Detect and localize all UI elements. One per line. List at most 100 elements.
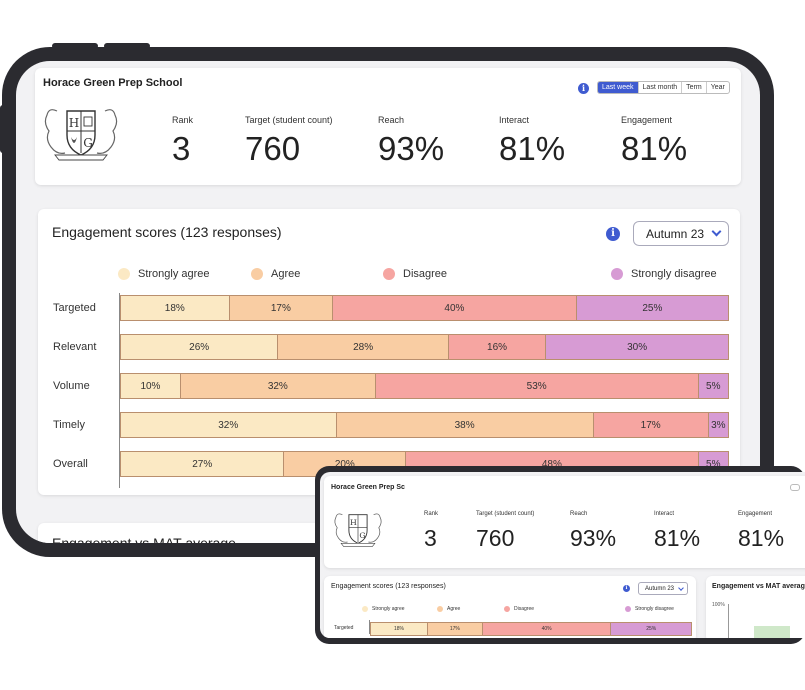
- engagement-info-icon[interactable]: i: [606, 227, 620, 241]
- tablet-top-button-1: [52, 43, 98, 49]
- kpi-label-rank: Rank: [424, 511, 439, 517]
- legend-dot-icon: [383, 268, 395, 280]
- legend-strongly-agree[interactable]: Strongly agree: [362, 606, 405, 612]
- bar-row-targeted: 18% 17% 40% 25%: [120, 295, 729, 321]
- legend-agree[interactable]: Agree: [251, 268, 300, 280]
- laptop-engagement-info-icon[interactable]: i: [623, 585, 630, 592]
- period-filter: Last week Last month Term Year: [597, 81, 730, 94]
- bar-segment-strongly-agree[interactable]: 26%: [120, 334, 279, 360]
- chart-axis-line: [369, 620, 370, 634]
- laptop-summary-card: Horace Green Prep Sc H G Rank 3 Target (st…: [324, 476, 805, 568]
- legend-label: Strongly disagree: [631, 268, 717, 280]
- row-label-timely: Timely: [53, 419, 85, 431]
- tablet-top-button-2: [104, 43, 150, 49]
- laptop-crest-initial-right: G: [359, 531, 365, 540]
- kpi-value-rank: 3: [172, 130, 191, 167]
- bar-segment-strongly-disagree[interactable]: 5%: [698, 373, 729, 399]
- school-name: Horace Green Prep School: [43, 77, 183, 89]
- legend-label: Agree: [447, 606, 461, 612]
- legend-disagree[interactable]: Disagree: [504, 606, 534, 612]
- laptop-term-dropdown[interactable]: Autumn 23: [638, 582, 688, 595]
- school-crest-logo: H G: [44, 109, 118, 161]
- bar-segment-strongly-agree[interactable]: 18%: [370, 622, 428, 636]
- legend-label: Strongly disagree: [635, 606, 674, 612]
- laptop-school-name: Horace Green Prep Sc: [331, 484, 405, 491]
- laptop-crest-initial-left: H: [350, 518, 357, 527]
- legend-dot-icon: [362, 606, 368, 612]
- laptop-screen: Horace Green Prep Sc H G Rank 3 Target (st…: [320, 472, 805, 638]
- mat-comparison-title: Engagement vs MAT average: [52, 535, 236, 543]
- crest-initial-left: H: [69, 116, 79, 130]
- legend-dot-icon: [251, 268, 263, 280]
- engagement-title: Engagement scores (123 responses): [52, 224, 282, 240]
- bar-row-relevant: 26% 28% 16% 30%: [120, 334, 729, 360]
- crest-initial-right: G: [83, 136, 93, 150]
- laptop-term-dropdown-label: Autumn 23: [645, 585, 675, 592]
- bar-segment-disagree[interactable]: 53%: [375, 373, 699, 399]
- bar-segment-strongly-disagree[interactable]: 30%: [546, 334, 729, 360]
- legend-label: Agree: [271, 268, 301, 280]
- laptop-mat-axis: [728, 604, 729, 638]
- row-label-volume: Volume: [53, 380, 90, 392]
- laptop-mat-title: Engagement vs MAT average: [712, 583, 805, 590]
- chart-axis-line: [119, 293, 120, 488]
- bar-segment-disagree[interactable]: 40%: [482, 622, 612, 636]
- laptop-mat-bar: [754, 626, 790, 638]
- kpi-label-interact: Interact: [499, 115, 530, 125]
- laptop-engagement-card: Engagement scores (123 responses) i Autu…: [324, 576, 696, 638]
- bar-segment-disagree[interactable]: 16%: [448, 334, 547, 360]
- period-option-last-month[interactable]: Last month: [639, 82, 683, 93]
- kpi-value-reach: 93%: [570, 525, 617, 551]
- bar-segment-strongly-agree[interactable]: 32%: [120, 412, 337, 438]
- laptop-school-crest-logo: H G: [334, 513, 382, 547]
- laptop-mat-card: Engagement vs MAT average 100%: [706, 576, 805, 638]
- legend-strongly-agree[interactable]: Strongly agree: [118, 268, 210, 280]
- kpi-label-engagement: Engagement: [738, 511, 773, 517]
- row-label-targeted: Targeted: [53, 302, 96, 314]
- bar-segment-agree[interactable]: 28%: [278, 334, 449, 360]
- bar-segment-strongly-agree[interactable]: 27%: [120, 451, 285, 477]
- legend-dot-icon: [437, 606, 443, 612]
- row-label-targeted: Targeted: [334, 625, 354, 631]
- bar-segment-disagree[interactable]: 40%: [333, 295, 577, 321]
- kpi-label-reach: Reach: [570, 511, 588, 517]
- legend-strongly-disagree[interactable]: Strongly disagree: [611, 268, 717, 280]
- summary-card: Horace Green Prep School i Last week Last…: [35, 68, 741, 185]
- bar-segment-agree[interactable]: 17%: [427, 622, 483, 636]
- term-dropdown-label: Autumn 23: [646, 226, 705, 241]
- tablet-frame: Horace Green Prep School i Last week Last…: [2, 47, 774, 557]
- period-option-term[interactable]: Term: [682, 82, 707, 93]
- tablet-screen: Horace Green Prep School i Last week Last…: [16, 61, 760, 543]
- bar-segment-strongly-disagree[interactable]: 25%: [576, 295, 729, 321]
- bar-segment-disagree[interactable]: 17%: [593, 412, 709, 438]
- bar-segment-agree[interactable]: 38%: [336, 412, 594, 438]
- period-option-last-week[interactable]: Last week: [598, 82, 639, 93]
- bar-segment-strongly-agree[interactable]: 18%: [120, 295, 230, 321]
- bar-segment-strongly-agree[interactable]: 10%: [120, 373, 181, 399]
- bar-segment-agree[interactable]: 32%: [180, 373, 376, 399]
- laptop-frame: Horace Green Prep Sc H G Rank 3 Target (st…: [315, 466, 805, 644]
- kpi-label-target: Target (student count): [245, 115, 333, 125]
- bar-segment-agree[interactable]: 17%: [229, 295, 334, 321]
- kpi-value-target: 760: [476, 525, 515, 551]
- engagement-card: Engagement scores (123 responses) i Autu…: [38, 209, 740, 495]
- bar-segment-strongly-disagree[interactable]: 3%: [708, 412, 729, 438]
- legend-agree[interactable]: Agree: [437, 606, 460, 612]
- term-dropdown[interactable]: Autumn 23: [633, 221, 729, 246]
- period-option-year[interactable]: Year: [710, 84, 725, 91]
- laptop-period-filter-stub[interactable]: [790, 484, 800, 491]
- kpi-label-interact: Interact: [654, 511, 675, 517]
- bar-segment-strongly-disagree[interactable]: 25%: [611, 622, 692, 636]
- laptop-chevron-down-icon: [678, 584, 684, 591]
- chevron-down-icon: [711, 226, 722, 237]
- info-icon[interactable]: i: [578, 83, 589, 94]
- legend-dot-icon: [611, 268, 623, 280]
- legend-label: Disagree: [403, 268, 448, 280]
- row-label-relevant: Relevant: [53, 341, 97, 353]
- legend-strongly-disagree[interactable]: Strongly disagree: [625, 606, 674, 612]
- legend-disagree[interactable]: Disagree: [383, 268, 447, 280]
- kpi-label-target: Target (student count): [476, 511, 535, 517]
- kpi-value-rank: 3: [424, 525, 437, 551]
- row-label-overall: Overall: [53, 458, 88, 470]
- legend-label: Strongly agree: [372, 606, 405, 612]
